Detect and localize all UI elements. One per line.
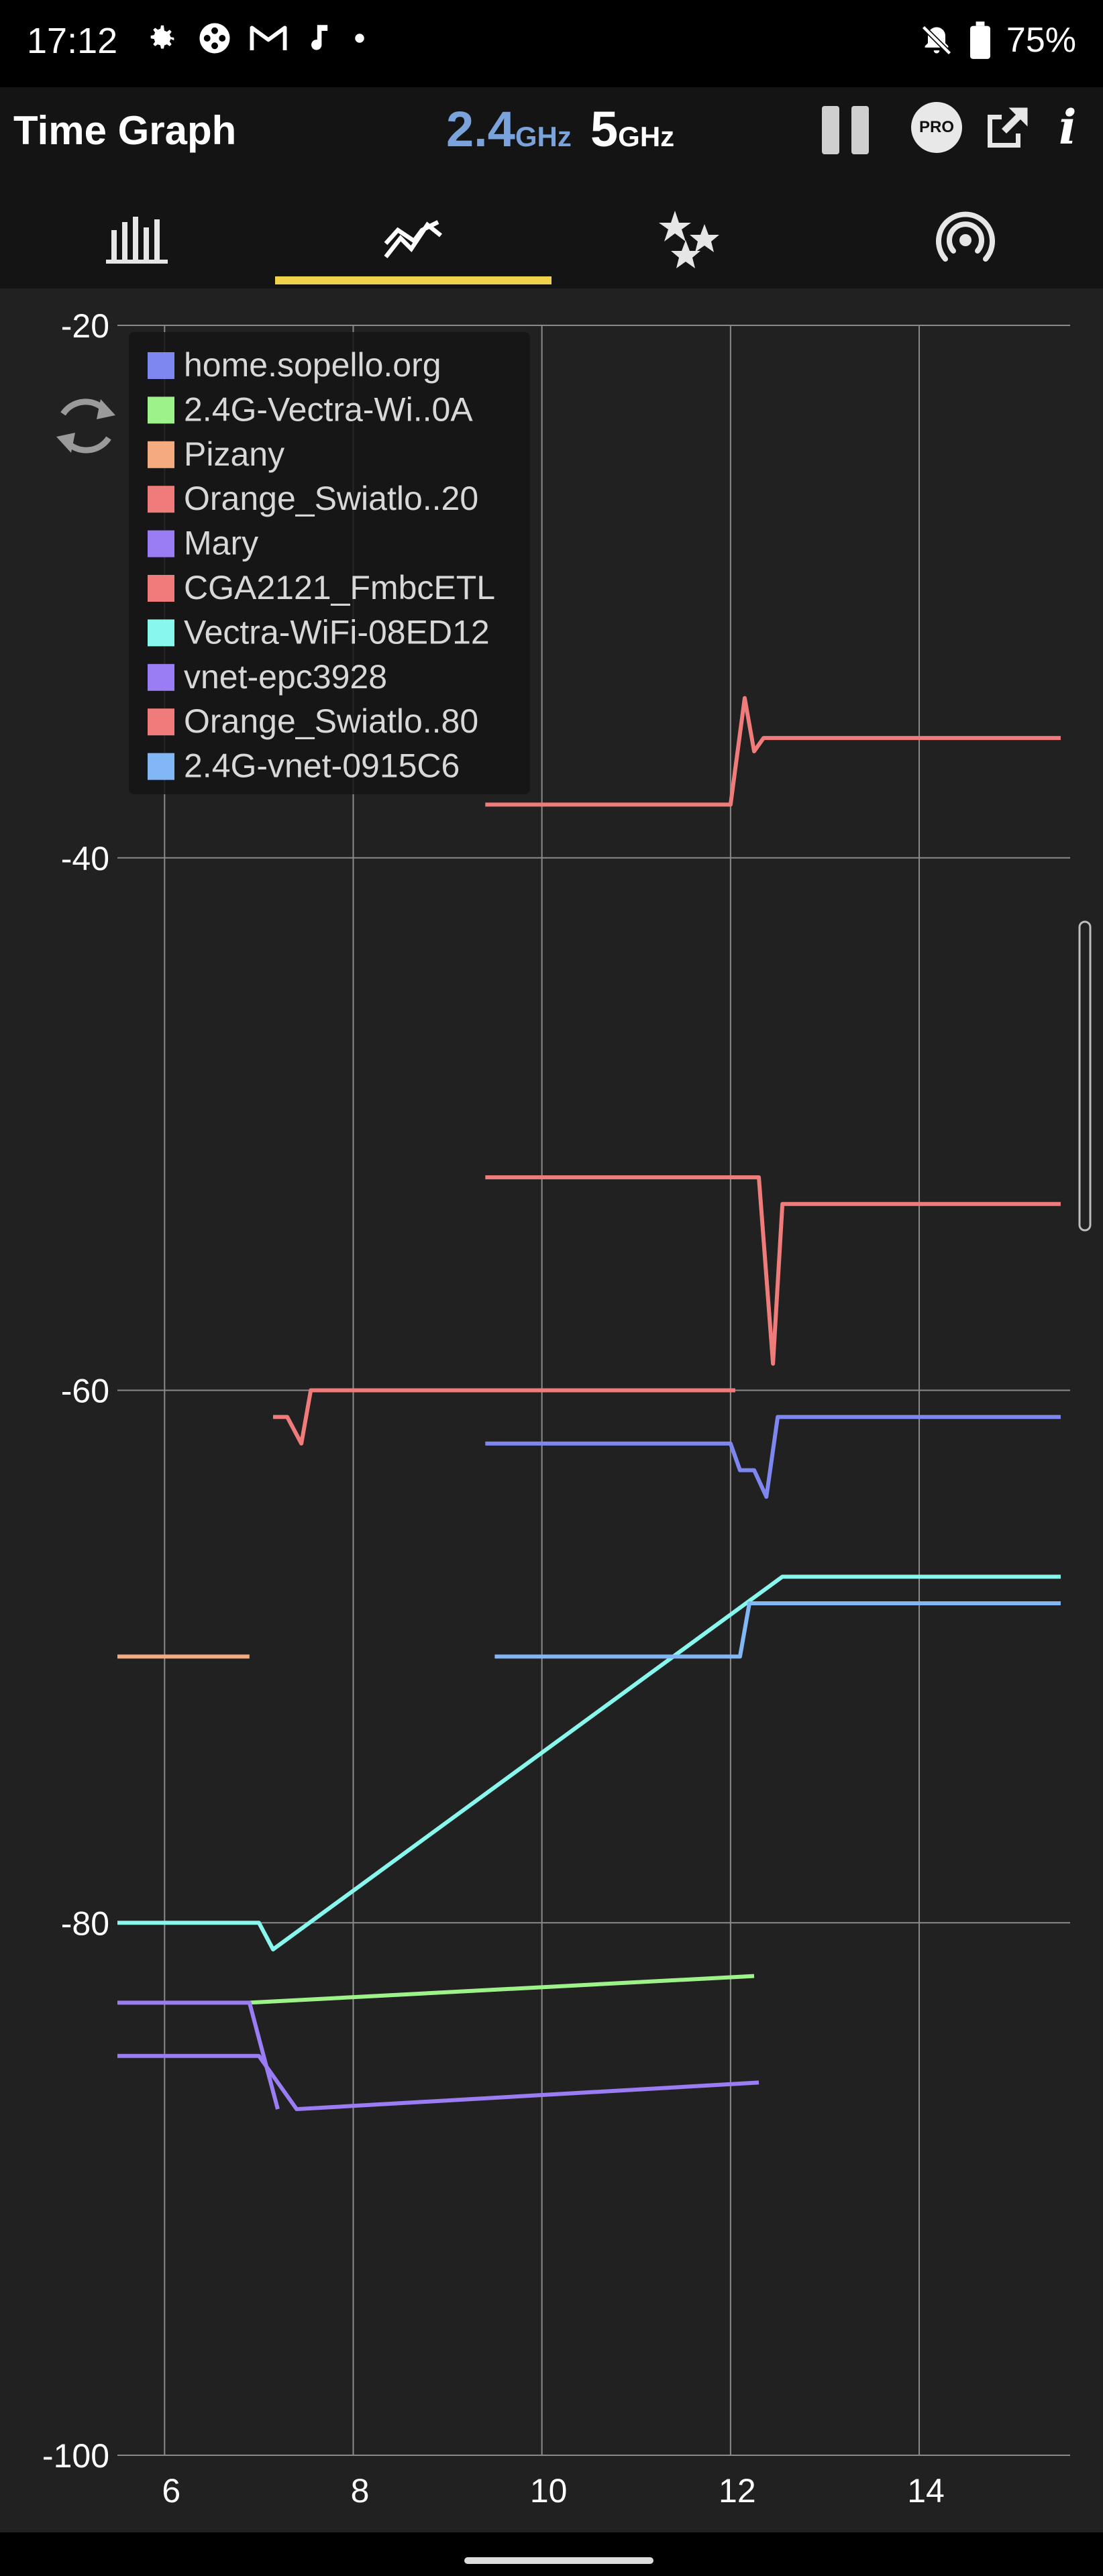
series-line-5 — [485, 696, 1061, 807]
series-line-1 — [249, 1974, 755, 2005]
band-5ghz-unit: GHz — [618, 121, 675, 152]
status-system-icons: 75% — [919, 20, 1076, 60]
legend: home.sopello.org 2.4G-Vectra-Wi..0A Pizany… — [129, 332, 530, 794]
line-chart-icon — [383, 220, 442, 258]
y-tick-label: -60 — [61, 1373, 109, 1410]
series-line-8 — [485, 1175, 1061, 1366]
bar-chart-icon — [105, 217, 168, 264]
navigation-bar — [0, 2532, 1103, 2576]
legend-swatch — [148, 575, 174, 602]
pause-button[interactable] — [822, 106, 870, 154]
legend-label: Vectra-WiFi-08ED12 — [184, 613, 490, 651]
status-bar: 17:12 75% — [0, 0, 1103, 87]
y-tick-label: -100 — [42, 2437, 109, 2475]
gear-icon — [150, 25, 174, 49]
legend-label: vnet-epc3928 — [184, 658, 387, 696]
battery-percent: 75% — [1006, 21, 1076, 60]
series-line-7 — [117, 2053, 759, 2112]
band-24ghz-value: 2.4 — [446, 101, 515, 157]
pro-button[interactable]: PRO — [911, 102, 962, 153]
tab-channel-rating[interactable] — [552, 188, 827, 288]
series-line-3 — [272, 1388, 735, 1446]
x-tick-label: 8 — [351, 2472, 370, 2510]
music-note-icon — [311, 25, 328, 50]
app-bar: Time Graph 2.4GHz 5GHz PRO i — [0, 87, 1103, 288]
axis-labels: -20 -40 -60 -80 -100 6 8 10 12 14 — [42, 307, 945, 2510]
y-tick-label: -40 — [61, 840, 109, 877]
series-line-9 — [494, 1601, 1061, 1659]
time-graph-chart: -20 -40 -60 -80 -100 6 8 10 12 14 home.sopello.or… — [42, 307, 1092, 2510]
battery-icon — [969, 21, 990, 59]
legend-swatch — [148, 753, 174, 780]
gamepad-icon — [199, 23, 230, 54]
share-icon[interactable] — [978, 101, 1035, 157]
series-lines — [117, 696, 1061, 2112]
legend-label: Orange_Swiatlo..20 — [184, 480, 478, 517]
page-title: Time Graph — [13, 108, 237, 153]
series-line-6 — [117, 1574, 1061, 1951]
info-button[interactable]: i — [1059, 99, 1077, 155]
selected-tab-indicator — [275, 276, 552, 284]
band-5ghz-toggle[interactable]: 5GHz — [590, 101, 674, 158]
tab-time-graph[interactable] — [276, 188, 552, 288]
x-tick-label: 12 — [719, 2472, 756, 2510]
tab-channel-graph[interactable] — [0, 188, 276, 288]
legend-swatch — [148, 663, 174, 691]
legend-label: home.sopello.org — [184, 346, 441, 384]
scrollbar[interactable] — [1078, 920, 1092, 1232]
gesture-handle[interactable] — [464, 2557, 653, 2564]
bell-off-icon — [921, 25, 952, 56]
band-24ghz-toggle[interactable]: 2.4GHz — [446, 101, 572, 158]
legend-swatch — [148, 352, 174, 379]
legend-swatch — [148, 619, 174, 647]
x-tick-label: 6 — [162, 2472, 180, 2510]
status-notification-icons — [144, 20, 370, 56]
status-time: 17:12 — [27, 21, 118, 61]
refresh-icon[interactable] — [56, 398, 115, 453]
y-tick-label: -20 — [61, 307, 109, 345]
legend-label: 2.4G-vnet-0915C6 — [184, 747, 460, 785]
legend-label: Orange_Swiatlo..80 — [184, 702, 478, 740]
band-5ghz-value: 5 — [590, 101, 619, 157]
legend-swatch — [148, 486, 174, 513]
tab-ap-list[interactable] — [827, 188, 1103, 288]
legend-label: CGA2121_FmbcETL — [184, 569, 495, 606]
legend-swatch — [148, 708, 174, 736]
legend-label: Mary — [184, 525, 258, 562]
legend-swatch — [148, 530, 174, 557]
gmail-icon — [250, 25, 287, 50]
dot-icon — [355, 34, 364, 43]
legend-swatch — [148, 441, 174, 468]
series-line-0 — [485, 1415, 1061, 1499]
band-24ghz-unit: GHz — [515, 121, 572, 152]
y-tick-label: -80 — [61, 1904, 109, 1942]
series-line-4 — [117, 2000, 280, 2110]
stars-icon — [658, 211, 719, 268]
wifi-signal-icon — [935, 211, 995, 262]
legend-label: 2.4G-Vectra-Wi..0A — [184, 390, 473, 428]
x-tick-label: 10 — [530, 2472, 568, 2510]
x-tick-label: 14 — [907, 2472, 945, 2510]
legend-label: Pizany — [184, 435, 284, 473]
legend-swatch — [148, 396, 174, 424]
legend-box — [129, 332, 530, 794]
